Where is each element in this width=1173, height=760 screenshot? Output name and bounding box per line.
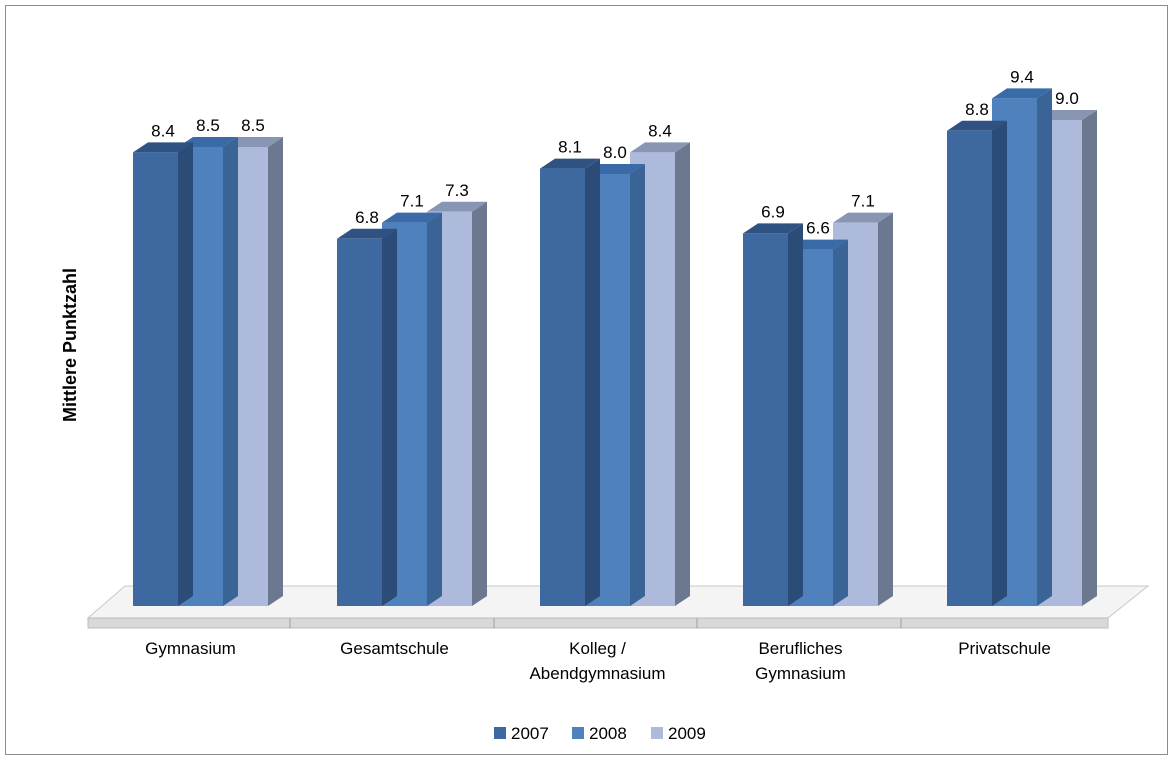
bar-side — [992, 121, 1007, 606]
data-label: 8.4 — [648, 121, 672, 140]
data-label: 8.0 — [603, 143, 627, 162]
bar-front — [540, 169, 585, 606]
category-label: Gymnasium — [755, 664, 846, 683]
legend-item-2008: 2008 — [572, 724, 627, 743]
legend-item-2007: 2007 — [494, 724, 549, 743]
bar-side — [878, 213, 893, 606]
data-label: 6.6 — [806, 219, 830, 238]
bar-side — [630, 164, 645, 606]
bar-side — [472, 202, 487, 606]
data-label: 7.3 — [445, 181, 469, 200]
y-axis-label: Mittlere Punktzahl — [60, 268, 80, 422]
data-label: 8.4 — [151, 121, 175, 140]
legend-swatch — [494, 727, 506, 739]
data-label: 7.1 — [851, 192, 875, 211]
legend-item-2009: 2009 — [651, 724, 706, 743]
bar-side — [223, 137, 238, 606]
category-label: Berufliches — [758, 639, 842, 658]
category-label: Privatschule — [958, 639, 1051, 658]
bar-front — [947, 131, 992, 606]
category-label: Gesamtschule — [340, 639, 449, 658]
floor-edge — [88, 618, 1108, 628]
legend-label: 2009 — [668, 724, 706, 743]
data-label: 6.9 — [761, 202, 785, 221]
bar-front — [133, 152, 178, 606]
legend-swatch — [572, 727, 584, 739]
legend: 2007 2008 2009 — [494, 724, 706, 743]
bar-side — [1037, 88, 1052, 606]
bar-side — [833, 240, 848, 606]
bar-front — [743, 233, 788, 606]
legend-swatch — [651, 727, 663, 739]
legend-label: 2008 — [589, 724, 627, 743]
category-label: Gymnasium — [145, 639, 236, 658]
data-label: 6.8 — [355, 208, 379, 227]
bar-2007-3 — [743, 223, 803, 606]
bar-2007-2 — [540, 159, 600, 606]
data-label: 8.5 — [196, 116, 220, 135]
legend-label: 2007 — [511, 724, 549, 743]
bar-side — [585, 159, 600, 606]
data-label: 8.1 — [558, 138, 582, 157]
data-label: 7.1 — [400, 192, 424, 211]
bar-side — [427, 213, 442, 606]
category-label: Abendgymnasium — [529, 664, 665, 683]
bar-side — [178, 142, 193, 606]
category-labels: Gymnasium Gesamtschule Kolleg / Abendgymnas… — [145, 639, 1051, 683]
bar-2007-0 — [133, 142, 193, 606]
bar-2007-4 — [947, 121, 1007, 606]
bar-side — [268, 137, 283, 606]
bars-group: 8.4 8.5 8.5 6.8 7.1 7.3 8.1 8.0 8.4 6.9 6.6 7.1 8.8 9… — [133, 67, 1097, 606]
bar-2007-1 — [337, 229, 397, 606]
data-label: 9.4 — [1010, 67, 1034, 86]
bar-side — [1082, 110, 1097, 606]
data-label: 9.0 — [1055, 89, 1079, 108]
bar-front — [337, 239, 382, 606]
category-label: Kolleg / — [569, 639, 626, 658]
bar-side — [382, 229, 397, 606]
data-label: 8.8 — [965, 100, 989, 119]
bar-side — [675, 142, 690, 606]
data-label: 8.5 — [241, 116, 265, 135]
bar-side — [788, 223, 803, 606]
